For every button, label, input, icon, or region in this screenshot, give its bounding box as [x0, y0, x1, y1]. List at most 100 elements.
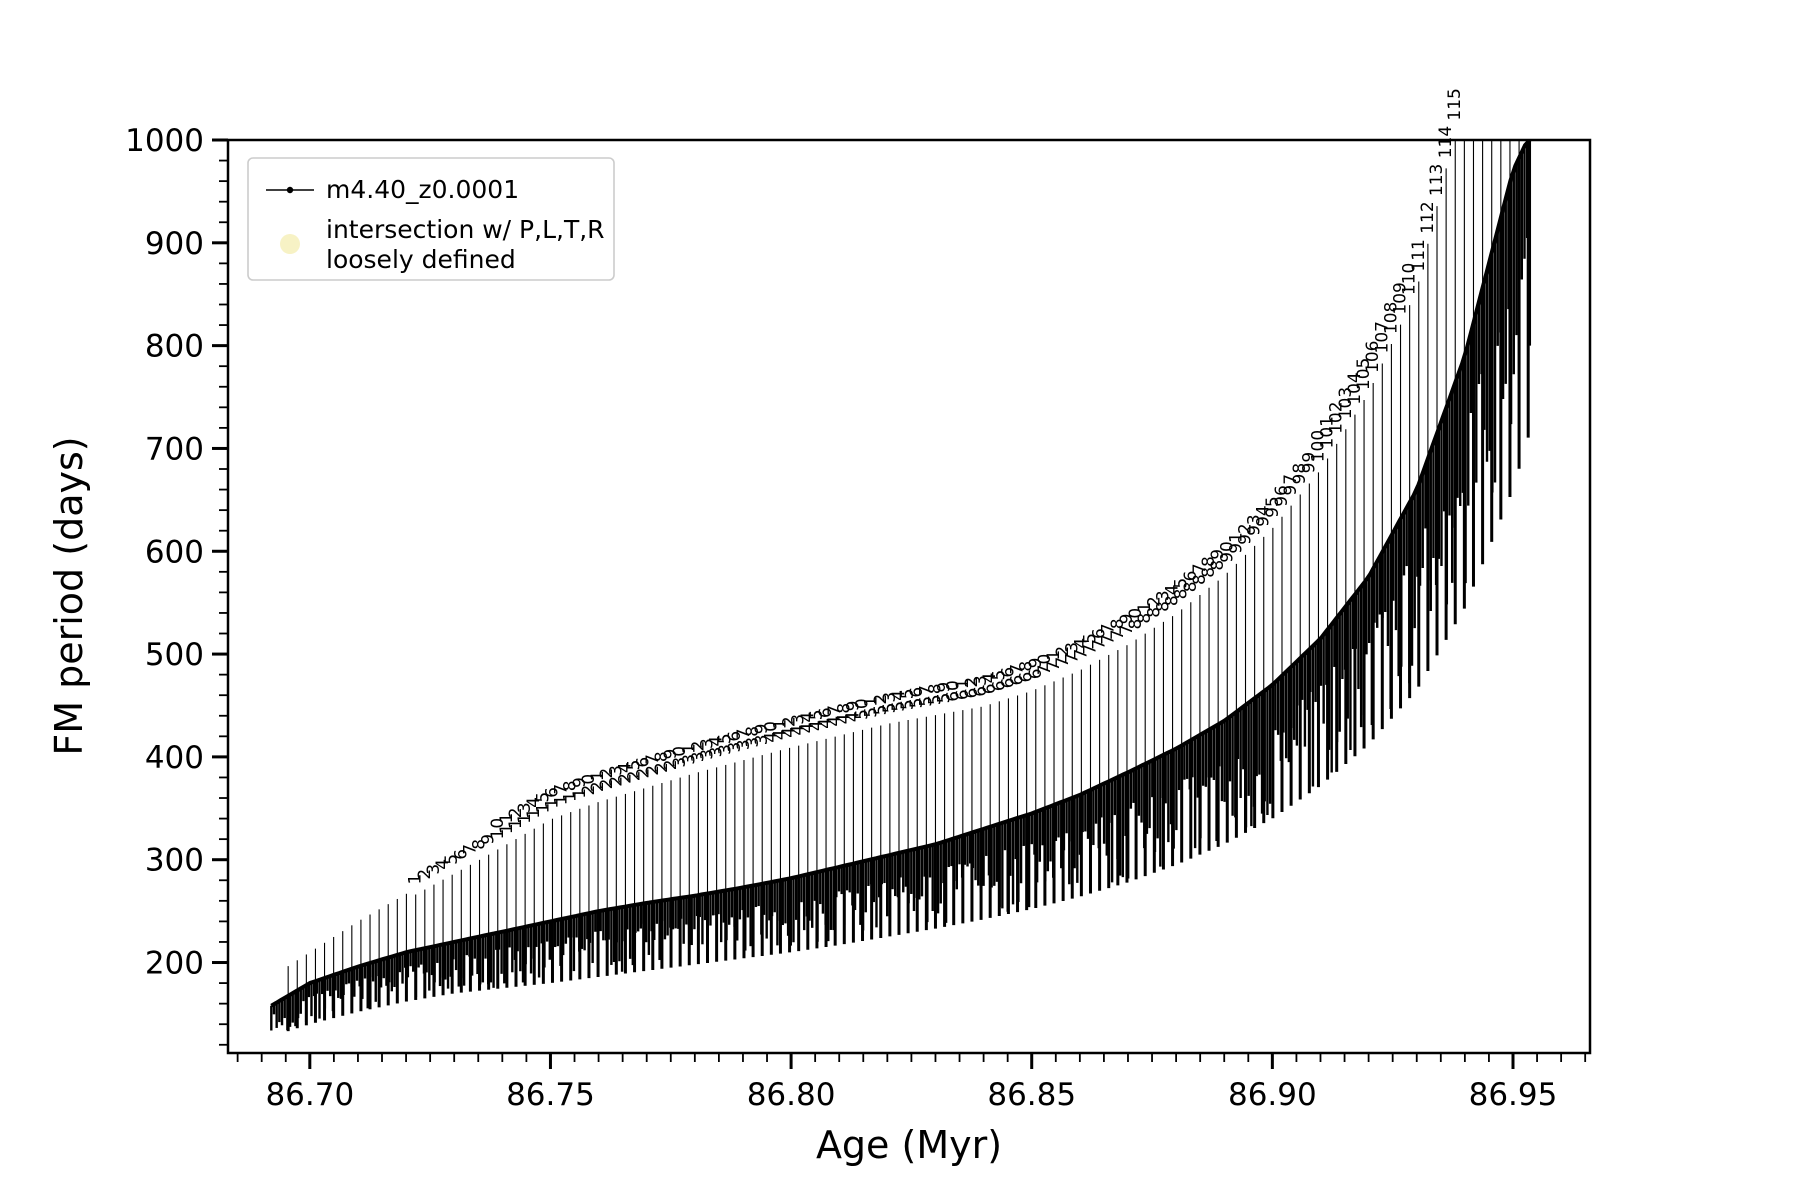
pulse-number-label: 85: [1172, 578, 1192, 600]
pulse-number-label: 5: [442, 854, 462, 865]
pulse-number-label: 37: [734, 728, 754, 750]
pulse-number-label: 21: [588, 770, 608, 792]
pulse-number-label: 43: [789, 714, 809, 736]
pulse-number-label: 36: [725, 731, 745, 753]
pulse-number-label: 17: [552, 784, 572, 806]
pulse-number-label: 31: [679, 743, 699, 765]
legend-box: [247, 157, 615, 281]
pulse-number-label: 40: [761, 721, 781, 743]
x-tick-label: 86.95: [1469, 1077, 1558, 1113]
pulse-number-label: 67: [1008, 664, 1028, 686]
pulse-number-label: 81: [1135, 602, 1155, 624]
pulse-number-label: 2: [415, 869, 435, 880]
pulse-number-label: 55: [898, 688, 918, 710]
pulse-number-label: 7: [460, 844, 480, 855]
pulse-number-label: 42: [780, 716, 800, 738]
pulse-number-label: 23: [606, 765, 626, 787]
y-tick-label: 200: [145, 946, 204, 982]
pulse-number-label: 8: [470, 839, 490, 850]
pulse-number-label: 108: [1381, 302, 1401, 334]
x-tick-label: 86.85: [987, 1077, 1076, 1113]
y-tick-label: 500: [145, 637, 204, 673]
y-tick-label: 700: [145, 431, 204, 467]
pulse-number-label: 25: [625, 760, 645, 782]
pulse-number-label: 57: [916, 685, 936, 707]
pulse-number-label: 12: [506, 807, 526, 829]
pulse-number-label: 76: [1090, 628, 1110, 650]
pulse-number-label: 94: [1254, 505, 1274, 527]
pulse-number-label: 63: [971, 675, 991, 697]
legend-label-intersection-line1: intersection w/ P,L,T,R: [326, 215, 605, 244]
pulse-number-label: 54: [889, 690, 909, 712]
pulse-number-label: 59: [935, 682, 955, 704]
pulse-number-label: 52: [871, 694, 891, 716]
pulse-number-label: 4: [433, 859, 453, 870]
pulse-number-label: 92: [1236, 523, 1256, 545]
pulse-number-label: 98: [1290, 463, 1310, 485]
y-axis-label: FM period (days): [47, 436, 91, 755]
pulse-number-label: 109: [1391, 282, 1411, 314]
pulse-number-label: 32: [688, 741, 708, 763]
pulse-number-label: 45: [807, 709, 827, 731]
x-axis-label: Age (Myr): [816, 1123, 1002, 1167]
pulse-number-label: 100: [1309, 430, 1329, 462]
pulse-number-label: 9: [479, 834, 499, 845]
pulse-number-label: 50: [853, 698, 873, 720]
pulse-number-label: 112: [1418, 201, 1438, 233]
pulse-number-label: 1: [406, 874, 426, 885]
y-tick-label: 400: [145, 740, 204, 776]
pulse-number-label: 58: [926, 683, 946, 705]
y-tick-label: 900: [145, 226, 204, 262]
pulse-number-label: 47: [825, 705, 845, 727]
pulse-number-label: 102: [1327, 401, 1347, 433]
pulse-number-label: 79: [1117, 614, 1137, 636]
pulse-number-label: 95: [1263, 496, 1283, 518]
pulse-number-label: 66: [998, 667, 1018, 689]
x-tick-label: 86.80: [747, 1077, 836, 1113]
pulse-number-label: 73: [1062, 642, 1082, 664]
pulse-number-label: 64: [980, 673, 1000, 695]
y-tick-label: 800: [145, 329, 204, 365]
pulse-number-label: 24: [615, 762, 635, 784]
pulse-number-label: 34: [707, 736, 727, 758]
y-tick-label: 600: [145, 534, 204, 570]
pulse-number-label: 39: [752, 724, 772, 746]
plot-frame: [226, 138, 1592, 1055]
pulse-number-label: 91: [1226, 532, 1246, 554]
pulse-number-label: 84: [1163, 584, 1183, 606]
pulse-number-label: 107: [1372, 321, 1392, 353]
legend-entry-series: m4.40_z0.0001: [266, 175, 519, 204]
pulse-number-label: 68: [1017, 661, 1037, 683]
y-tick-label: 300: [145, 843, 204, 879]
legend-dot-marker: [286, 186, 294, 194]
pulse-number-label: 115: [1445, 88, 1465, 120]
pulse-number-label: 113: [1427, 164, 1447, 196]
pulse-number-label: 62: [962, 677, 982, 699]
pulse-number-label: 28: [652, 751, 672, 773]
pulse-number-label: 61: [953, 678, 973, 700]
pulse-number-label: 10: [488, 818, 508, 840]
pulse-number-label: 96: [1272, 485, 1292, 507]
legend: m4.40_z0.0001 intersection w/ P,L,T,R lo…: [247, 157, 615, 281]
pulse-number-label: 13: [515, 802, 535, 824]
pulse-number-label: 89: [1208, 549, 1228, 571]
pulse-number-label: 87: [1190, 563, 1210, 585]
pulse-number-label: 46: [816, 707, 836, 729]
pulse-number-label: 97: [1281, 474, 1301, 496]
pulse-number-label: 71: [1044, 650, 1064, 672]
pulse-number-label: 3: [424, 864, 444, 875]
pulse-number-label: 99: [1299, 452, 1319, 474]
pulse-number-label: 110: [1400, 263, 1420, 295]
pulse-number-label: 90: [1217, 541, 1237, 563]
pulse-number-label: 16: [543, 787, 563, 809]
pulse-number-label: 74: [1071, 638, 1091, 660]
pulse-number-label: 78: [1108, 618, 1128, 640]
pulse-number-label: 69: [1026, 658, 1046, 680]
pulse-number-label: 56: [907, 687, 927, 709]
pulse-number-label: 22: [597, 768, 617, 790]
pulse-number-label: 26: [634, 757, 654, 779]
pulse-number-label: 35: [716, 733, 736, 755]
x-tick-label: 86.90: [1228, 1077, 1317, 1113]
pulse-number-label: 111: [1409, 239, 1429, 271]
pulse-number-label: 86: [1181, 571, 1201, 593]
